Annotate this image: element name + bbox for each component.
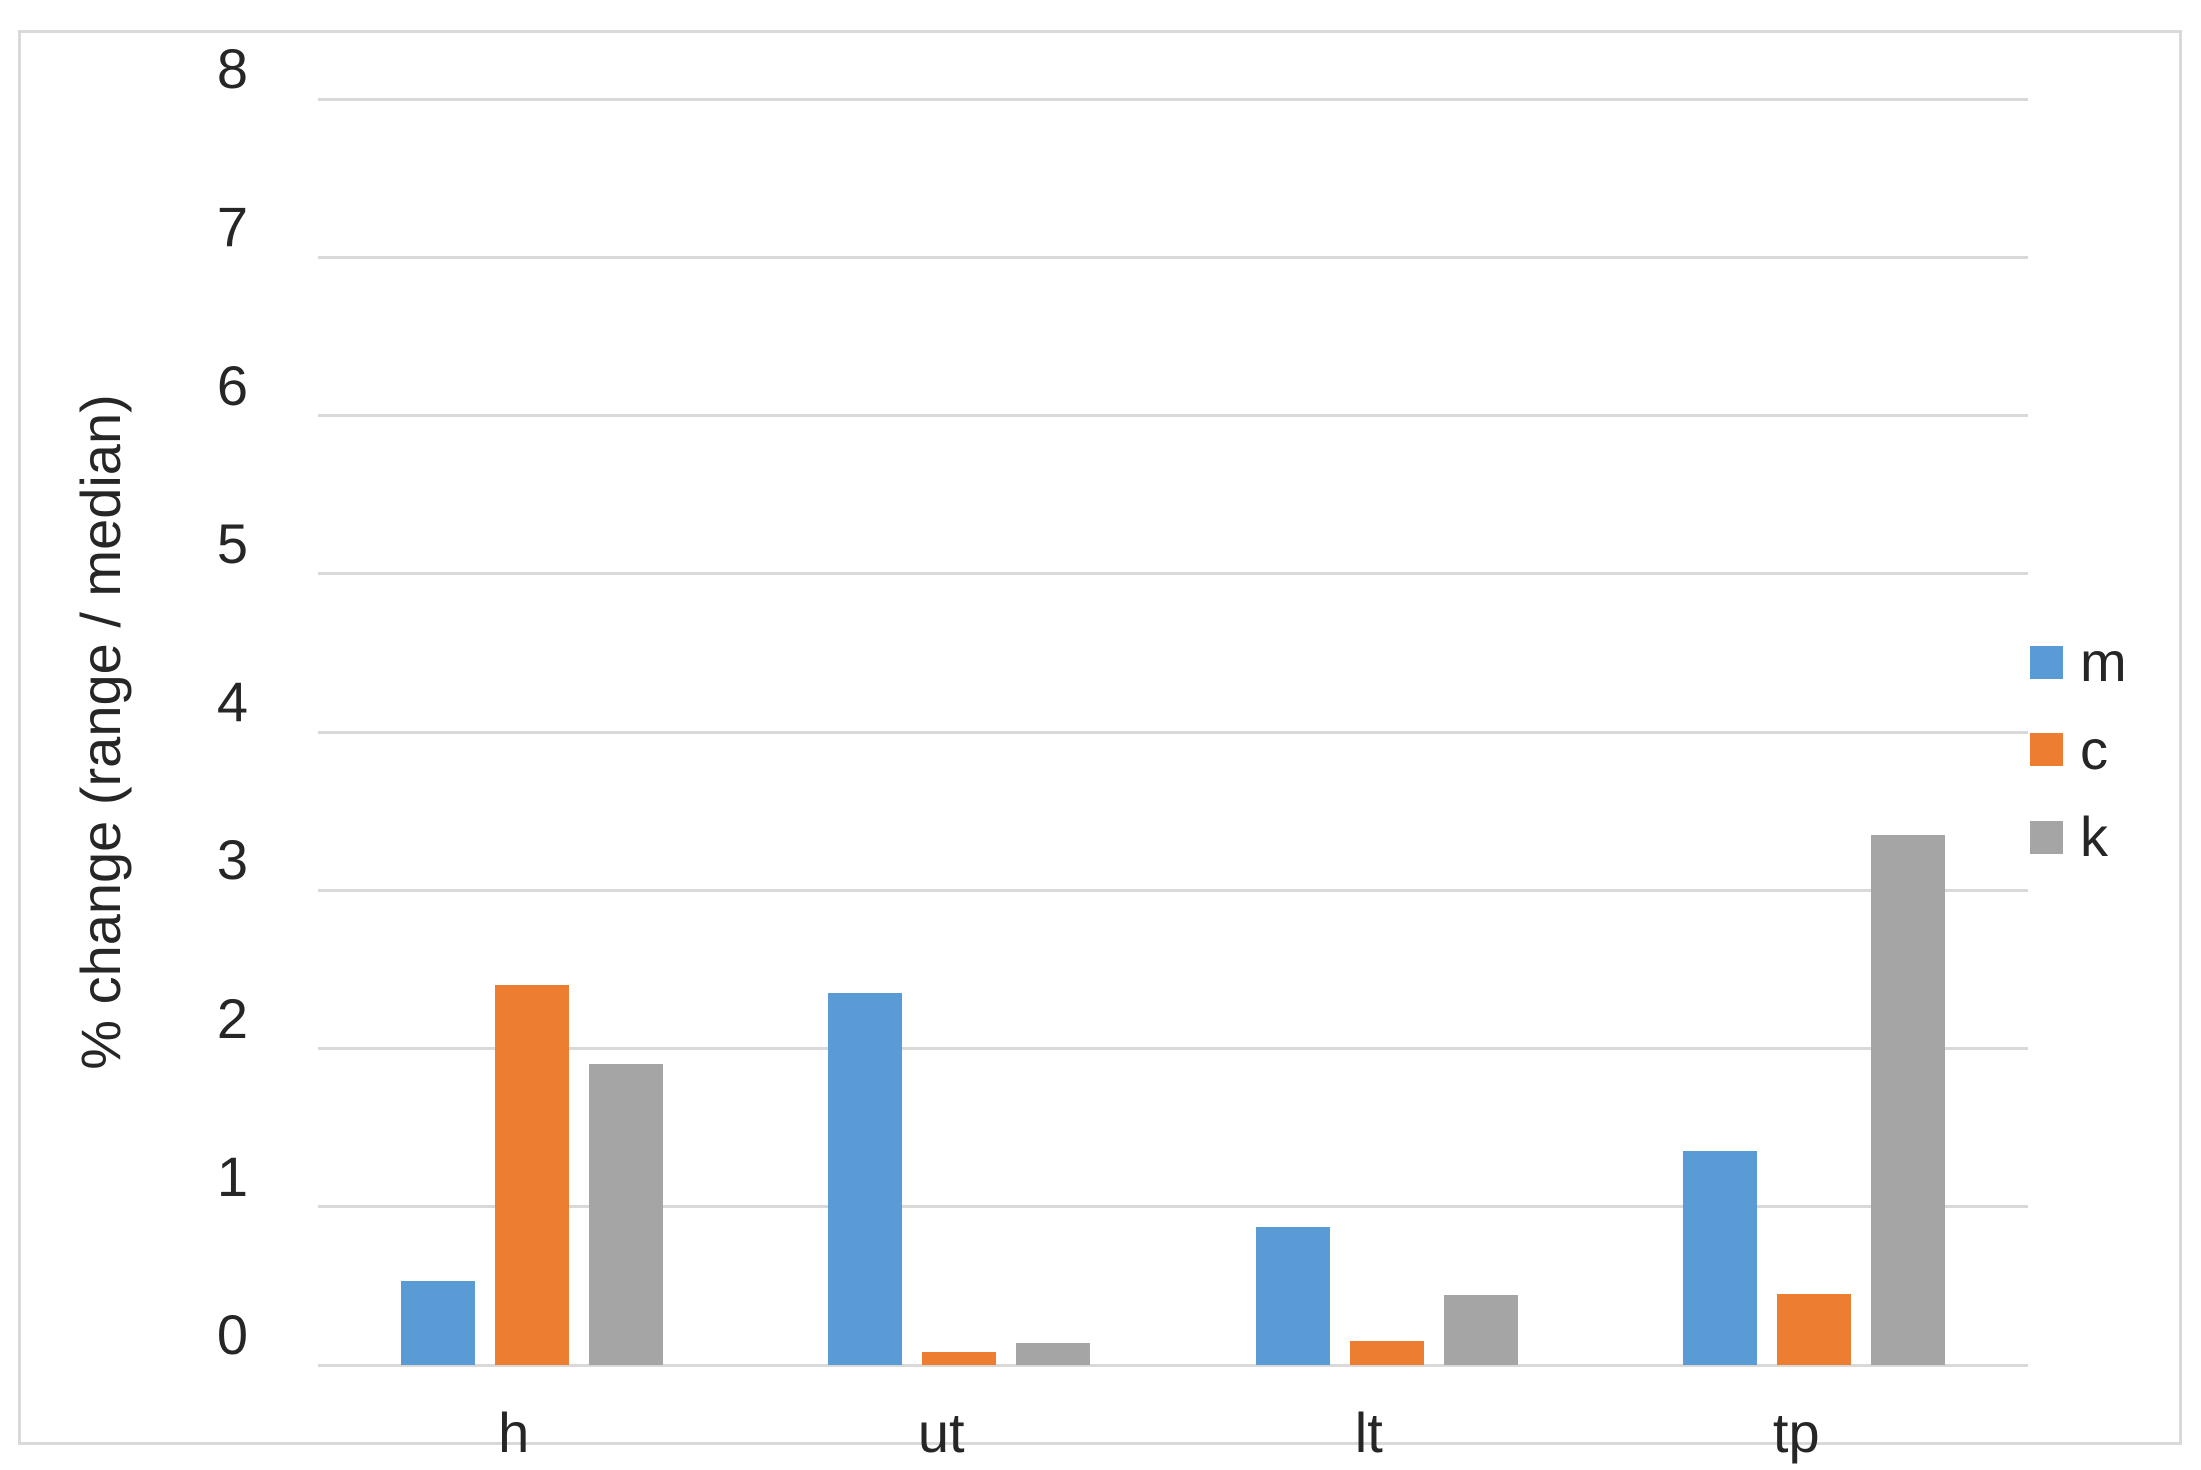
y-tick-label-6: 6 xyxy=(216,353,248,417)
y-tick-label-2: 2 xyxy=(216,986,248,1050)
bar-k-tp xyxy=(1871,834,1946,1365)
gridline-y8 xyxy=(318,97,2028,101)
y-tick-label-1: 1 xyxy=(216,1144,248,1208)
gridline-y7 xyxy=(318,255,2028,259)
x-category-label-h: h xyxy=(498,1401,530,1464)
bar-m-lt xyxy=(1255,1227,1330,1365)
y-tick-label-7: 7 xyxy=(216,195,248,259)
legend-label-k: k xyxy=(2080,805,2108,868)
y-tick-label-0: 0 xyxy=(216,1303,248,1366)
bar-m-tp xyxy=(1683,1151,1758,1365)
gridline-y4 xyxy=(318,730,2028,734)
gridline-y1 xyxy=(318,1205,2028,1209)
bar-c-lt xyxy=(1349,1341,1424,1365)
bar-c-h xyxy=(494,985,569,1365)
gridline-y5 xyxy=(318,572,2028,576)
bar-c-ut xyxy=(922,1352,997,1365)
y-axis-title: % change (range / median) xyxy=(69,394,132,1070)
legend-item-k: k xyxy=(2030,809,2108,865)
x-category-label-ut: ut xyxy=(917,1401,965,1464)
gridline-y3 xyxy=(318,888,2028,892)
gridline-y2 xyxy=(318,1047,2028,1050)
legend-item-c: c xyxy=(2030,717,2108,781)
gridline-y6 xyxy=(318,414,2028,417)
legend-swatch-m xyxy=(2030,645,2063,679)
x-axis-line xyxy=(318,1363,2028,1367)
bar-m-ut xyxy=(828,993,903,1365)
bar-m-h xyxy=(400,1281,475,1365)
bar-c-tp xyxy=(1777,1293,1852,1365)
y-tick-label-5: 5 xyxy=(216,511,248,575)
x-category-label-lt: lt xyxy=(1354,1401,1383,1464)
bar-k-h xyxy=(588,1064,663,1365)
plot-area xyxy=(318,97,2028,1367)
bar-k-lt xyxy=(1443,1295,1518,1365)
chart-frame: % change (range / median) 0 1 2 3 4 5 6 7 8 h ut l… xyxy=(18,30,2182,1461)
y-tick-label-4: 4 xyxy=(216,670,248,733)
x-category-label-tp: tp xyxy=(1772,1401,1820,1464)
bar-k-ut xyxy=(1016,1342,1091,1365)
legend-label-c: c xyxy=(2080,717,2108,781)
legend-swatch-c xyxy=(2030,733,2063,766)
legend-label-m: m xyxy=(2080,630,2127,693)
legend-swatch-k xyxy=(2030,820,2063,854)
y-tick-label-8: 8 xyxy=(216,37,248,100)
legend-item-m: m xyxy=(2030,634,2127,690)
y-tick-label-3: 3 xyxy=(216,828,248,892)
